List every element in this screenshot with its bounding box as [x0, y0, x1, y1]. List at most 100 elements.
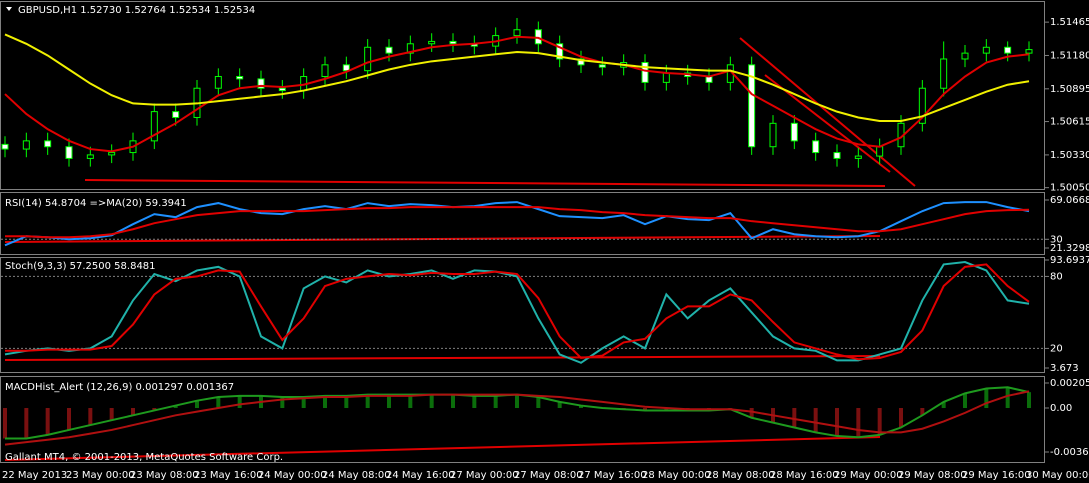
bar	[877, 408, 882, 435]
candle-body	[449, 40, 457, 45]
bar	[1027, 392, 1031, 409]
bar	[813, 408, 818, 433]
x-tick-label: 30 May 00:00	[1026, 470, 1089, 481]
candle-body	[1, 143, 9, 150]
y-tick-label: 69.0668	[1050, 195, 1089, 206]
pane-title: RSI(14) 54.8704 =>MA(20) 59.3941	[5, 198, 187, 209]
macd-pane	[0, 376, 1045, 463]
x-tick-label: 28 May 16:00	[770, 470, 839, 481]
bar	[109, 408, 114, 421]
y-tick-label: 1.50895	[1050, 84, 1089, 95]
candle-body	[44, 140, 52, 148]
y-tick-label: -0.003608	[1050, 447, 1089, 458]
menu-icon[interactable]	[6, 7, 12, 11]
candle-body	[236, 76, 244, 80]
bar	[835, 408, 839, 437]
bar	[1005, 387, 1010, 409]
bar	[856, 408, 861, 438]
series-line	[4, 390, 1030, 446]
series-line	[4, 261, 1030, 364]
bar	[131, 408, 135, 416]
x-tick-label: 29 May 00:00	[834, 470, 903, 481]
y-tick-label: 1.50050	[1050, 183, 1089, 194]
candle-body	[172, 111, 180, 118]
y-tick-label: 1.51180	[1050, 50, 1089, 61]
bar	[67, 408, 71, 430]
bar	[216, 397, 221, 409]
x-tick-label: 27 May 08:00	[514, 470, 583, 481]
bar	[557, 401, 562, 409]
y-tick-label: 21.3298	[1050, 243, 1089, 254]
trend-line	[4, 355, 881, 361]
bar	[195, 400, 199, 409]
candle-body	[812, 140, 820, 154]
bar	[643, 408, 647, 411]
x-tick-label: 29 May 16:00	[962, 470, 1031, 481]
y-tick-label: 93.6937	[1050, 255, 1089, 266]
bar	[664, 408, 669, 411]
candle-body	[65, 146, 73, 159]
series-line	[5, 263, 1030, 361]
candle-body	[748, 64, 756, 148]
candle-body	[150, 111, 158, 142]
bar	[429, 394, 434, 409]
bar	[173, 405, 178, 409]
y-tick-label: 1.51465	[1050, 17, 1089, 28]
bar	[515, 394, 519, 409]
plots: GBPUSD,H1 1.52730 1.52764 1.52534 1.5253…	[1, 5, 1089, 481]
candle-body	[556, 43, 564, 60]
x-tick-label: 24 May 00:00	[258, 470, 327, 481]
pane-title: GBPUSD,H1 1.52730 1.52764 1.52534 1.5253…	[18, 5, 255, 16]
candle-body	[641, 61, 649, 83]
candle-body	[513, 29, 521, 37]
candle-body	[428, 40, 436, 45]
x-tick-label: 24 May 08:00	[322, 470, 391, 481]
candle-body	[961, 52, 969, 60]
bar	[984, 388, 989, 409]
bar	[365, 394, 370, 409]
bar	[749, 408, 754, 418]
trend-line	[739, 37, 916, 187]
x-tick-label: 27 May 00:00	[450, 470, 519, 481]
bar	[963, 393, 967, 409]
candle-body	[278, 87, 286, 92]
candle-body	[769, 122, 777, 148]
candle-body	[940, 58, 948, 89]
bar	[792, 408, 797, 428]
candle-body	[108, 152, 116, 156]
y-tick-label: 1.50330	[1050, 150, 1089, 161]
stoch-pane	[0, 257, 1045, 373]
candle-body	[833, 152, 841, 159]
bar	[941, 401, 946, 409]
trend-line	[4, 436, 881, 461]
y-tick-label: 0.00	[1050, 403, 1072, 414]
candle-body	[214, 76, 222, 89]
candle-body	[1025, 49, 1033, 54]
bar	[472, 395, 477, 409]
candle-body	[662, 72, 670, 83]
bar	[344, 395, 349, 409]
candle-body	[854, 155, 862, 159]
x-tick-label: 27 May 16:00	[578, 470, 647, 481]
x-tick-label: 29 May 08:00	[898, 470, 967, 481]
x-tick-label: 28 May 08:00	[706, 470, 775, 481]
main-pane	[0, 1, 1045, 190]
bar	[387, 394, 391, 409]
annotation: Gallant MT4, © 2001-2013, MetaQuotes Sof…	[5, 452, 283, 463]
bar	[237, 395, 242, 409]
bar	[323, 395, 327, 409]
candle-body	[790, 122, 798, 142]
bar	[24, 408, 29, 439]
y-tick-label: 3.673	[1050, 363, 1079, 374]
trend-line	[84, 179, 886, 187]
bar	[899, 408, 903, 428]
candle-body	[385, 46, 393, 54]
candle-body	[342, 64, 350, 72]
pane-title: MACDHist_Alert (12,26,9) 0.001297 0.0013…	[5, 382, 234, 393]
x-tick-label: 23 May 16:00	[194, 470, 263, 481]
x-tick-label: 24 May 16:00	[386, 470, 455, 481]
y-tick-label: 1.50615	[1050, 117, 1089, 128]
x-tick-label: 28 May 00:00	[642, 470, 711, 481]
candle-body	[1004, 46, 1012, 54]
bar	[536, 397, 541, 409]
